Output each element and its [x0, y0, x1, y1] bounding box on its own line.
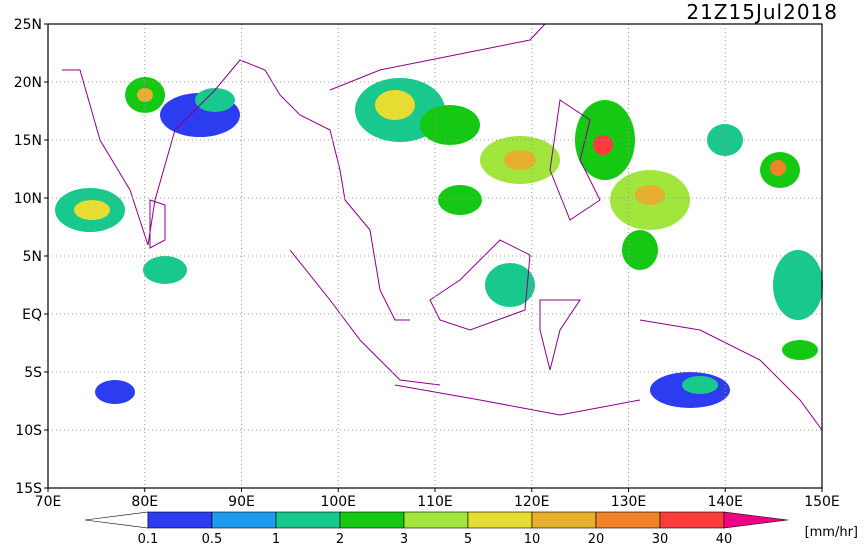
lon-label: 90E [228, 494, 255, 510]
lon-label: 100E [320, 494, 356, 510]
lat-label: 10S [15, 423, 42, 439]
colorbar-label: 30 [652, 532, 669, 544]
lon-label: 70E [35, 494, 62, 510]
lat-label: 15N [14, 133, 42, 149]
lon-label: 110E [417, 494, 453, 510]
colorbar-segment [467, 511, 533, 529]
colorbar-segment [531, 511, 597, 529]
colorbar-segment [403, 511, 469, 529]
lon-label: 120E [514, 494, 550, 510]
lat-label: EQ [22, 307, 42, 323]
colorbar-label: 1 [272, 532, 280, 544]
colorbar-segment [211, 511, 277, 529]
colorbar-label: 0.1 [138, 532, 159, 544]
colorbar-label: 3 [400, 532, 408, 544]
colorbar-segment [595, 511, 661, 529]
lon-label: 130E [611, 494, 647, 510]
colorbar-label: 0.5 [202, 532, 223, 544]
lat-label: 25N [14, 17, 42, 33]
colorbar-segment [275, 511, 341, 529]
map-title: 21Z15Jul2018 [686, 0, 838, 24]
lon-label: 140E [707, 494, 743, 510]
lon-label: 80E [131, 494, 158, 510]
colorbar-segment [339, 511, 405, 529]
colorbar-end [84, 511, 149, 529]
lon-label: 150E [804, 494, 840, 510]
colorbar-segment [147, 511, 213, 529]
colorbar-label: 2 [336, 532, 344, 544]
lat-label: 10N [14, 191, 42, 207]
lat-label: 20N [14, 75, 42, 91]
colorbar-label: 20 [588, 532, 605, 544]
colorbar-label: 40 [716, 532, 733, 544]
map-frame [47, 23, 823, 489]
lat-label: 5S [24, 365, 42, 381]
colorbar-label: 5 [464, 532, 472, 544]
lat-label: 15S [15, 481, 42, 497]
colorbar-label: 10 [524, 532, 541, 544]
colorbar-end [723, 511, 789, 529]
precipitation-field [55, 77, 823, 408]
colorbar-unit: [mm/hr] [805, 525, 858, 540]
colorbar-segment [659, 511, 725, 529]
lat-label: 5N [23, 249, 42, 265]
